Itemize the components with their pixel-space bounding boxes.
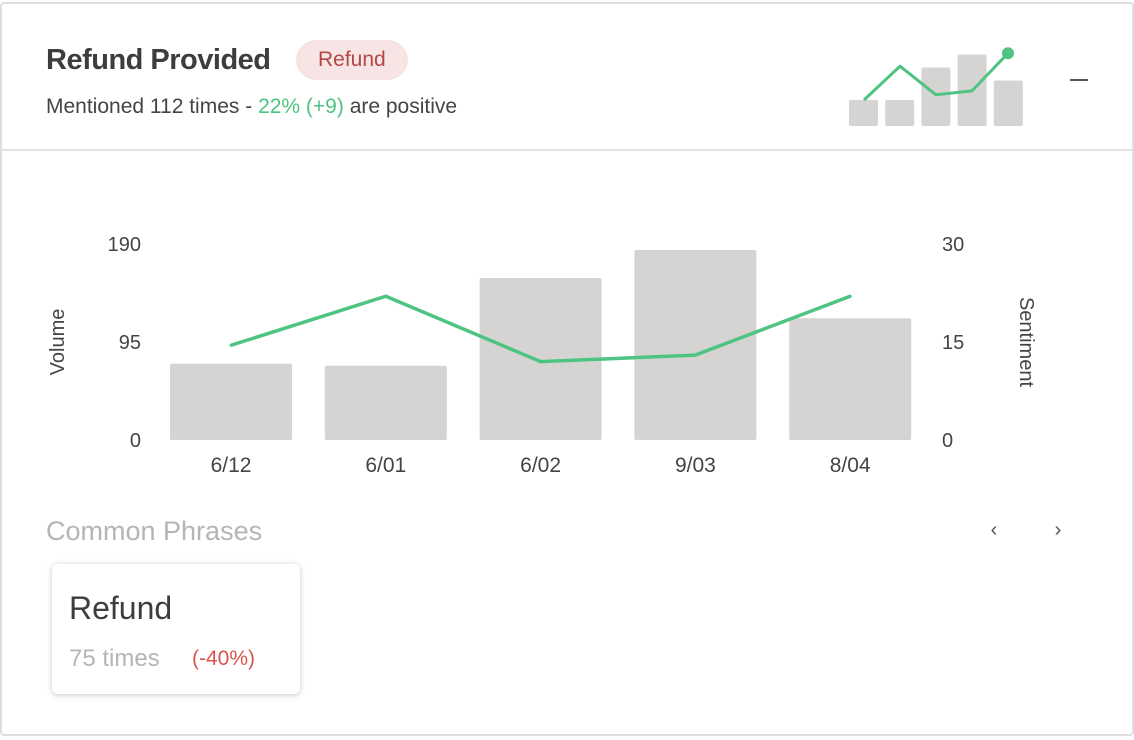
subtitle-positive: 22% (+9) — [258, 95, 344, 118]
y-tick-label: 95 — [119, 332, 141, 354]
y2-tick-label: 30 — [942, 234, 964, 256]
y2-tick-label: 15 — [942, 332, 964, 354]
sparkline-line — [862, 52, 1010, 102]
sparkline-bar — [993, 80, 1023, 126]
volume-sentiment-chart: 6/12 6/01 6/02 9/03 8/04 0 95 190 0 15 30 Volume Sen… — [47, 234, 1037, 477]
phrase-change: (-40%) — [192, 647, 256, 670]
volume-bar[interactable] — [789, 318, 912, 440]
sentiment-point[interactable] — [384, 294, 388, 298]
x-tick-label: 6/02 — [520, 454, 561, 477]
volume-bar[interactable] — [170, 363, 292, 440]
sparkline-chart — [849, 47, 1023, 126]
phrase-card[interactable]: Refund 75 times (-40%) — [52, 564, 300, 694]
subtitle-prefix: Mentioned 112 times - — [46, 95, 259, 118]
chevron-right-icon[interactable]: › — [1054, 519, 1062, 541]
volume-bar[interactable] — [634, 250, 757, 440]
sentiment-point[interactable] — [848, 294, 852, 298]
topic-title: Refund Provided — [46, 44, 271, 76]
y-tick-label: 0 — [130, 430, 141, 452]
sparkline-bar — [921, 67, 951, 126]
x-tick-label: 8/04 — [830, 454, 871, 477]
sparkline-bar — [885, 100, 915, 126]
sentiment-point[interactable] — [229, 343, 233, 347]
x-tick-label: 6/01 — [365, 454, 406, 477]
volume-bar[interactable] — [479, 278, 602, 440]
phrase-name: Refund — [69, 590, 173, 626]
y-axis-label: Volume — [47, 309, 69, 376]
chevron-left-icon[interactable]: ‹ — [990, 519, 998, 541]
sentiment-point[interactable] — [539, 360, 543, 364]
sentiment-point[interactable] — [693, 353, 697, 357]
volume-bar[interactable] — [324, 365, 447, 440]
topic-tag[interactable]: Refund — [296, 40, 408, 80]
phrase-count: 75 times — [69, 645, 160, 672]
topic-subtitle: Mentioned 112 times - 22% (+9) are posit… — [46, 95, 457, 119]
subtitle-suffix: are positive — [343, 95, 458, 118]
sparkline-endpoint — [1002, 47, 1014, 60]
y2-axis-label: Sentiment — [1015, 297, 1037, 387]
collapse-button[interactable] — [1068, 68, 1090, 92]
y2-tick-label: 0 — [942, 430, 953, 452]
y-tick-label: 190 — [108, 234, 141, 256]
x-tick-label: 9/03 — [675, 454, 716, 477]
sparkline-bar — [849, 100, 878, 126]
x-tick-label: 6/12 — [211, 454, 252, 477]
common-phrases-title: Common Phrases — [46, 516, 263, 546]
topic-header: Refund Provided Refund Mentioned 112 tim… — [2, 4, 1132, 151]
